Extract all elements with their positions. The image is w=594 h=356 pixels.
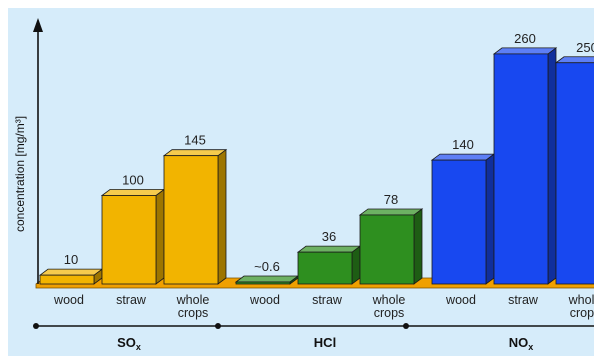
bar-top bbox=[38, 268, 104, 276]
y-axis-arrowhead bbox=[33, 18, 43, 32]
bar-side bbox=[351, 245, 361, 285]
category-label: crops bbox=[374, 306, 405, 320]
category-label: whole bbox=[568, 293, 594, 307]
bar-top bbox=[234, 275, 300, 283]
group-label: SOx bbox=[117, 335, 141, 352]
bar bbox=[296, 245, 362, 285]
bar bbox=[38, 268, 104, 285]
bar bbox=[162, 148, 228, 285]
data-label: ~0.6 bbox=[254, 259, 280, 274]
data-label: 10 bbox=[64, 252, 78, 267]
data-label: 260 bbox=[514, 31, 536, 46]
group-label: NOx bbox=[509, 335, 534, 352]
category-label: wood bbox=[445, 293, 476, 307]
bar bbox=[430, 153, 496, 285]
bar-side bbox=[547, 47, 557, 285]
bar-front bbox=[235, 281, 291, 285]
group-separator-dot bbox=[215, 323, 221, 329]
y-axis-label: concentration [mg/m³] bbox=[13, 116, 27, 232]
category-label: crops bbox=[178, 306, 209, 320]
bar-side bbox=[217, 148, 227, 285]
bar-side bbox=[413, 208, 423, 285]
bar bbox=[100, 188, 166, 285]
bar-top bbox=[430, 153, 496, 161]
bar bbox=[554, 56, 594, 285]
bar-front bbox=[555, 62, 594, 285]
group-label: HCl bbox=[314, 335, 336, 350]
bar-top bbox=[296, 245, 362, 253]
bar bbox=[358, 208, 424, 285]
bar bbox=[492, 47, 558, 285]
group-separator-dot bbox=[33, 323, 39, 329]
bar-front bbox=[431, 159, 487, 285]
bar-side bbox=[155, 188, 165, 285]
data-label: 145 bbox=[184, 133, 206, 148]
bar-top bbox=[100, 189, 166, 196]
bar-top bbox=[492, 47, 558, 55]
bar-top bbox=[358, 208, 424, 216]
data-label: 250 bbox=[576, 40, 594, 55]
bar-front bbox=[101, 195, 157, 285]
bar-front bbox=[163, 155, 219, 285]
bar-top bbox=[162, 149, 228, 157]
data-label: 100 bbox=[122, 173, 144, 188]
category-label: wood bbox=[53, 293, 84, 307]
category-label: whole bbox=[176, 293, 210, 307]
group-separator-dot bbox=[403, 323, 409, 329]
bar-front bbox=[297, 251, 353, 285]
bar-front bbox=[359, 214, 415, 285]
category-label: whole bbox=[372, 293, 406, 307]
category-label: straw bbox=[508, 293, 539, 307]
bar bbox=[234, 275, 300, 285]
bar-front bbox=[493, 53, 549, 285]
category-label: straw bbox=[116, 293, 147, 307]
data-label: 78 bbox=[384, 192, 398, 207]
category-label: straw bbox=[312, 293, 343, 307]
category-label: wood bbox=[249, 293, 280, 307]
data-label: 36 bbox=[322, 229, 336, 244]
bar-side bbox=[485, 153, 495, 285]
data-label: 140 bbox=[452, 137, 474, 152]
category-label: crops bbox=[570, 306, 594, 320]
bar-front bbox=[39, 274, 95, 285]
